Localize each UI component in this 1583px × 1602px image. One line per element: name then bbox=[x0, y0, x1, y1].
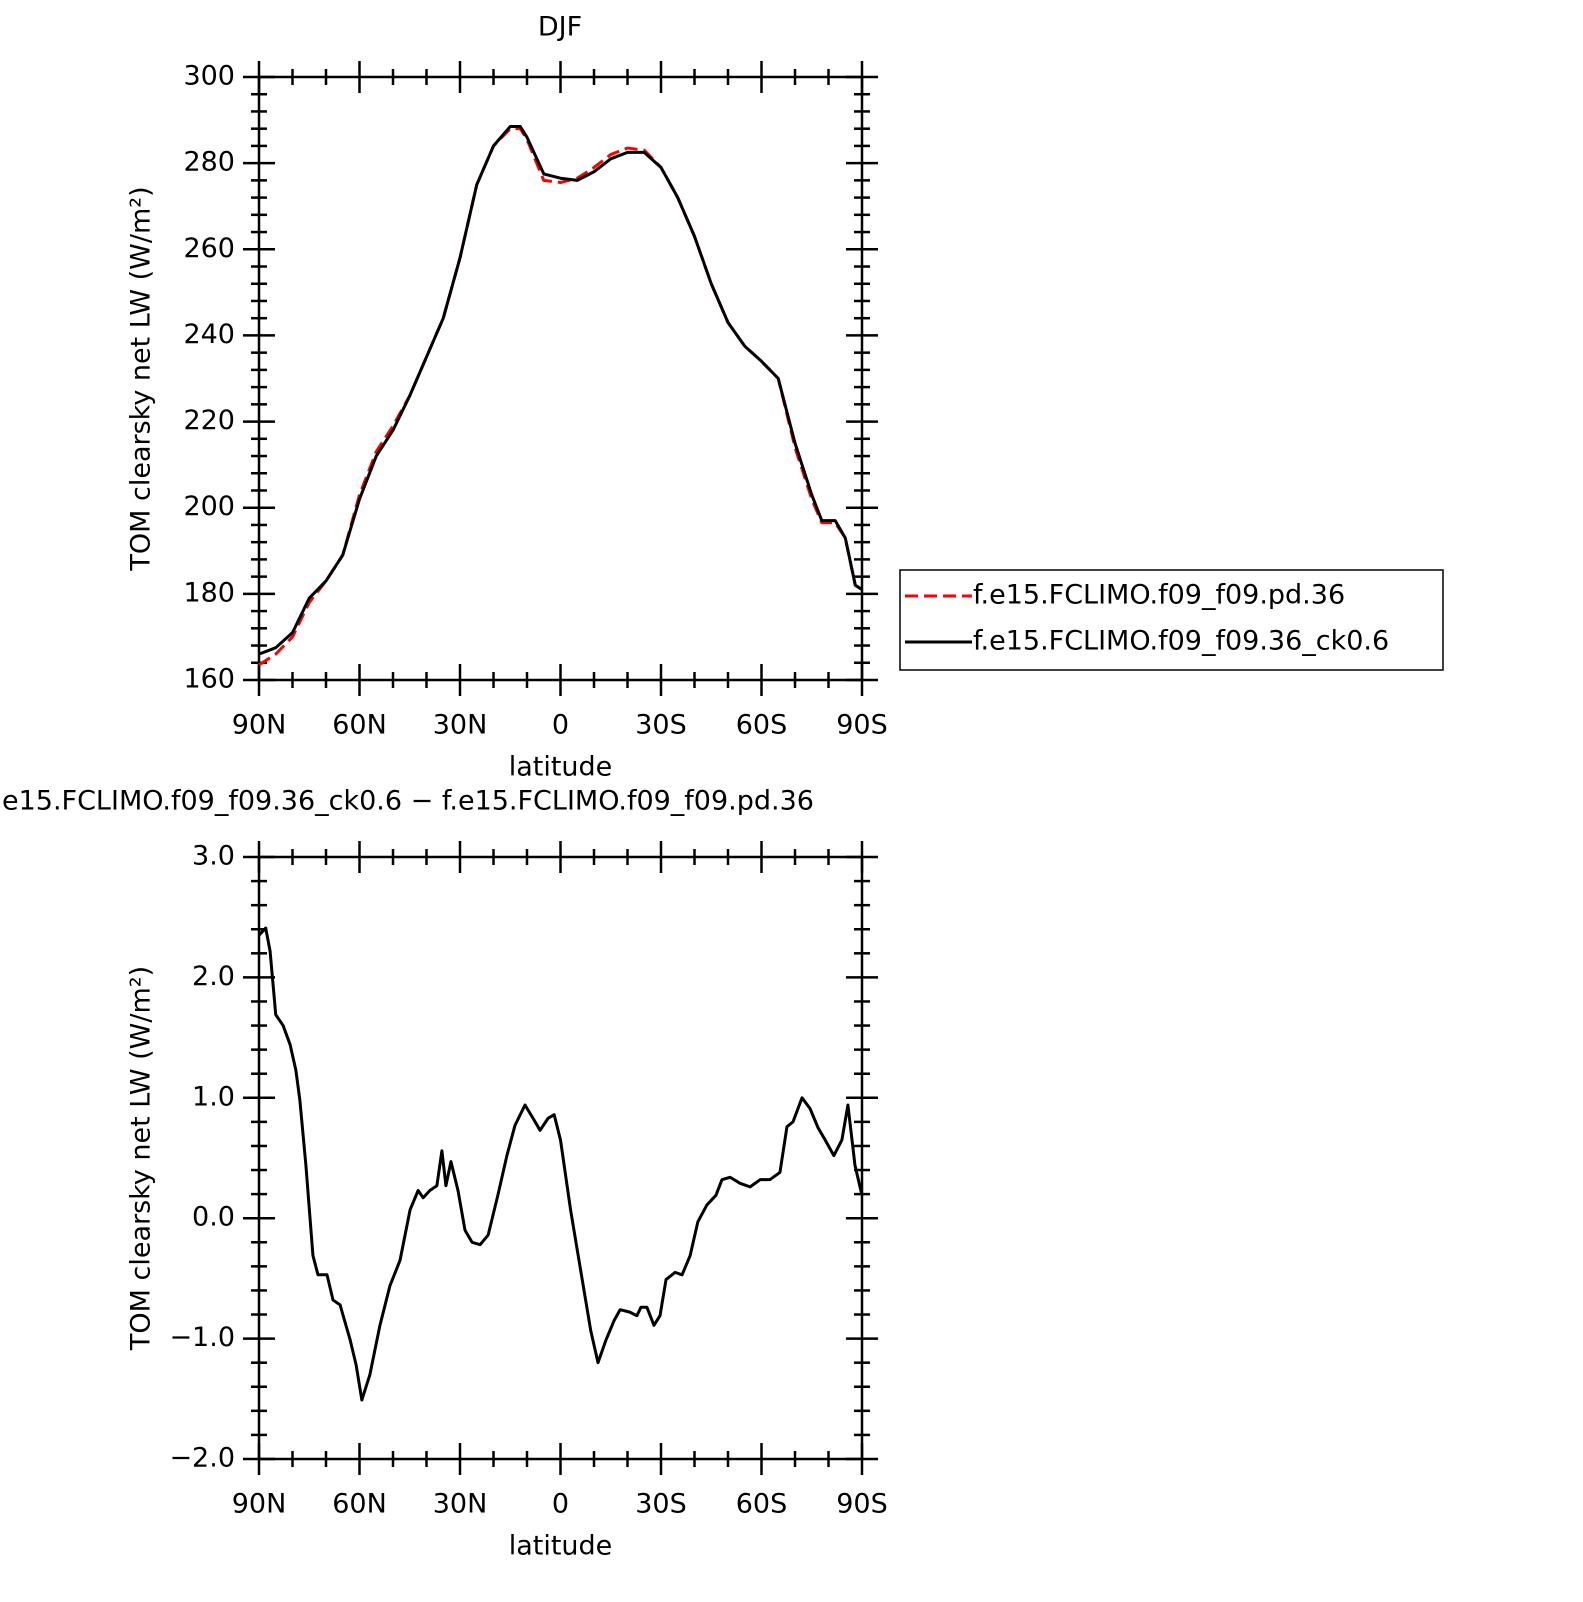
x-axis-label: latitude bbox=[509, 1531, 613, 1562]
x-tick-label: 0 bbox=[552, 1489, 569, 1520]
x-tick-label: 90N bbox=[232, 710, 287, 741]
data-line bbox=[258, 127, 863, 667]
y-tick-label: 280 bbox=[183, 147, 235, 178]
legend-label: f.e15.FCLIMO.f09_f09.36_ck0.6 bbox=[973, 626, 1389, 657]
x-tick-label: 60S bbox=[736, 1489, 788, 1520]
x-tick-label: 30N bbox=[433, 1489, 488, 1520]
y-tick-label: 220 bbox=[183, 405, 235, 436]
x-tick-label: 30N bbox=[433, 710, 488, 741]
x-tick-label: 60N bbox=[332, 1489, 387, 1520]
x-tick-label: 90S bbox=[836, 1489, 888, 1520]
x-tick-label: 30S bbox=[635, 1489, 687, 1520]
y-tick-label: 1.0 bbox=[192, 1081, 235, 1112]
y-tick-label: 2.0 bbox=[192, 961, 235, 992]
x-tick-label: 90N bbox=[232, 1489, 287, 1520]
x-tick-label: 0 bbox=[552, 710, 569, 741]
y-tick-label: 240 bbox=[183, 319, 235, 350]
data-line bbox=[257, 926, 864, 1402]
y-tick-label: 0.0 bbox=[192, 1202, 235, 1233]
y-axis-label: TOM clearsky net LW (W/m²) bbox=[126, 966, 157, 1351]
legend-box bbox=[899, 569, 1444, 671]
x-tick-label: 30S bbox=[635, 710, 687, 741]
chart-title: e15.FCLIMO.f09_f09.36_ck0.6 − f.e15.FCLI… bbox=[2, 786, 814, 817]
y-tick-label: −1.0 bbox=[169, 1322, 235, 1353]
x-axis-label: latitude bbox=[509, 752, 613, 783]
y-axis-label: TOM clearsky net LW (W/m²) bbox=[126, 186, 157, 571]
y-tick-label: 3.0 bbox=[192, 841, 235, 872]
y-tick-label: 300 bbox=[183, 61, 235, 92]
data-line bbox=[258, 125, 863, 656]
legend-label: f.e15.FCLIMO.f09_f09.pd.36 bbox=[973, 580, 1345, 611]
x-tick-label: 60N bbox=[332, 710, 387, 741]
x-tick-label: 60S bbox=[736, 710, 788, 741]
y-tick-label: 260 bbox=[183, 233, 235, 264]
y-tick-label: −2.0 bbox=[169, 1443, 235, 1474]
x-tick-label: 90S bbox=[836, 710, 888, 741]
plot-frame bbox=[257, 75, 864, 682]
chart-title: DJF bbox=[538, 12, 582, 43]
plot-frame bbox=[257, 855, 864, 1461]
y-tick-label: 200 bbox=[183, 491, 235, 522]
y-tick-label: 180 bbox=[183, 577, 235, 608]
y-tick-label: 160 bbox=[183, 664, 235, 695]
